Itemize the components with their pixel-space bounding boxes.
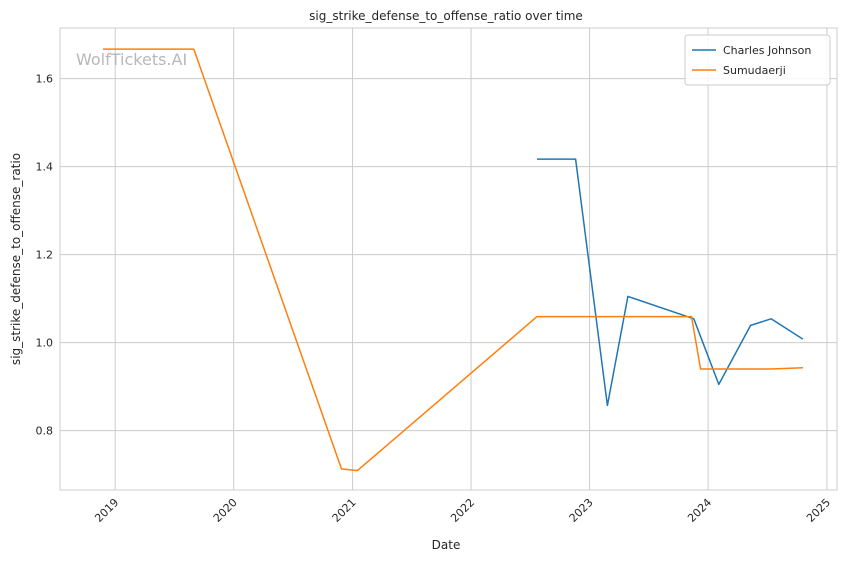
x-tick-label: 2022 [448, 496, 477, 525]
x-tick-label: 2023 [567, 496, 596, 525]
y-tick-label: 0.8 [36, 425, 54, 438]
x-axis-title: Date [432, 538, 461, 552]
plot-frame [59, 27, 838, 491]
x-tick-labels: 2019 2020 2021 2022 2023 2024 2025 [92, 496, 833, 525]
plot-area [60, 28, 837, 490]
x-tick-label: 2025 [804, 496, 833, 525]
x-tick-label: 2019 [92, 496, 121, 525]
legend: Charles Johnson Sumudaerji [684, 34, 831, 86]
legend-box [684, 34, 831, 86]
y-tick-label: 1.0 [36, 337, 54, 350]
y-tick-label: 1.4 [36, 161, 54, 174]
series-group [102, 48, 804, 472]
y-tick-label: 1.2 [36, 249, 54, 262]
series-line-0 [537, 158, 804, 407]
y-axis-title: sig_strike_defense_to_offense_ratio [9, 153, 23, 365]
legend-label: Sumudaerji [723, 64, 786, 77]
y-tick-labels: 0.8 1.0 1.2 1.4 1.6 [36, 73, 54, 438]
x-tick-label: 2021 [330, 496, 359, 525]
series-line-1 [102, 48, 803, 472]
x-tick-label: 2020 [211, 496, 240, 525]
y-tick-label: 1.6 [36, 73, 54, 86]
x-tick-label: 2024 [685, 496, 714, 525]
watermark: WolfTickets.AI [76, 50, 187, 69]
grid [60, 28, 837, 490]
chart-title: sig_strike_defense_to_offense_ratio over… [309, 9, 583, 23]
legend-label: Charles Johnson [723, 44, 811, 57]
